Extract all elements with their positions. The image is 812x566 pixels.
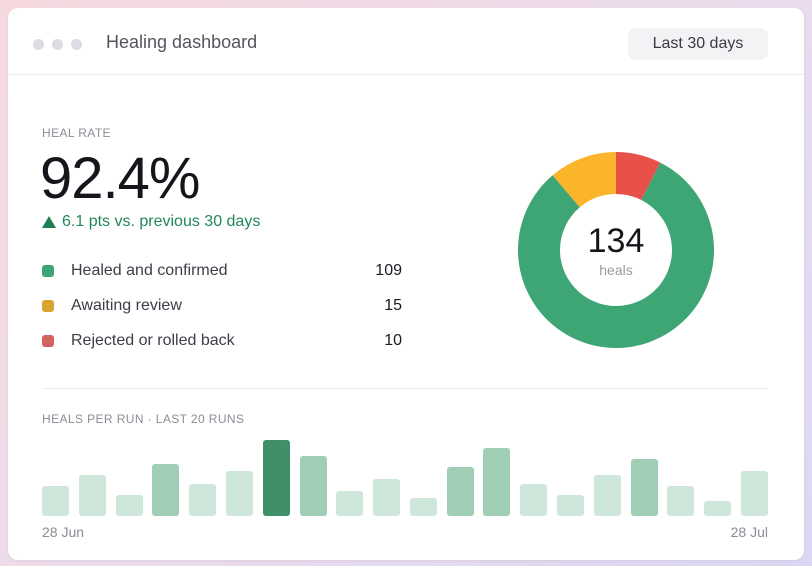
- run-bar[interactable]: [667, 486, 695, 516]
- donut-unit: heals: [599, 262, 633, 278]
- x-axis-end-label: 28 Jul: [730, 524, 768, 540]
- legend-count: 15: [384, 297, 402, 314]
- run-bar[interactable]: [593, 474, 621, 516]
- triangle-up-icon: [42, 216, 56, 228]
- run-bar[interactable]: [189, 484, 217, 516]
- legend-swatch-healed: [42, 265, 54, 277]
- heals-donut-chart: 134 heals: [516, 150, 716, 350]
- run-bar[interactable]: [42, 486, 69, 516]
- legend-swatch-rejected: [42, 335, 54, 347]
- legend-count: 10: [384, 332, 402, 349]
- runs-chart-title: HEALS PER RUN · LAST 20 RUNS: [42, 412, 245, 426]
- run-bar[interactable]: [704, 500, 732, 516]
- donut-segment-awaiting: [552, 152, 616, 208]
- legend-count: 109: [375, 262, 402, 279]
- run-bar[interactable]: [630, 459, 658, 516]
- legend-label: Rejected or rolled back: [71, 332, 235, 349]
- heal-rate-value: 92.4%: [40, 146, 200, 211]
- run-bar[interactable]: [336, 490, 364, 516]
- date-range-button[interactable]: Last 30 days: [628, 28, 768, 60]
- run-bar[interactable]: [483, 448, 511, 516]
- section-divider: [42, 388, 768, 389]
- heal-rate-delta-text: 6.1 pts vs. previous 30 days: [62, 213, 261, 230]
- legend-label: Awaiting review: [71, 297, 182, 314]
- run-bar[interactable]: [115, 494, 143, 516]
- run-bar[interactable]: [262, 440, 290, 516]
- donut-total: 134: [587, 222, 645, 260]
- dashboard-card: Healing dashboard Last 30 days HEAL RATE…: [8, 8, 804, 560]
- run-bar[interactable]: [78, 474, 106, 516]
- legend-row-rejected: Rejected or rolled back 10: [42, 330, 402, 365]
- run-bar[interactable]: [225, 471, 253, 516]
- x-axis-start-label: 28 Jun: [42, 524, 85, 540]
- run-bar[interactable]: [299, 455, 327, 516]
- legend-label: Healed and confirmed: [71, 262, 228, 279]
- run-bar[interactable]: [557, 494, 585, 516]
- window-dot-maximize[interactable]: [71, 39, 82, 50]
- window-dot-minimize[interactable]: [52, 39, 63, 50]
- window-controls: [33, 39, 82, 50]
- donut-svg: [518, 152, 714, 348]
- heal-rate-delta: 6.1 pts vs. previous 30 days: [42, 213, 260, 231]
- donut-segment-rejected: [616, 152, 661, 201]
- donut-center: 134 heals: [516, 150, 716, 350]
- run-bar[interactable]: [741, 471, 768, 516]
- runs-bar-chart: [42, 428, 768, 516]
- window-titlebar: Healing dashboard Last 30 days: [8, 8, 804, 75]
- run-bar[interactable]: [152, 463, 180, 516]
- run-bar[interactable]: [520, 484, 548, 516]
- run-bar[interactable]: [373, 478, 401, 516]
- legend-row-healed: Healed and confirmed 109: [42, 260, 402, 295]
- window-title: Healing dashboard: [106, 32, 258, 52]
- run-bar[interactable]: [409, 497, 437, 516]
- window-dot-close[interactable]: [33, 39, 44, 50]
- legend-row-awaiting: Awaiting review 15: [42, 295, 402, 330]
- run-bar[interactable]: [446, 466, 474, 516]
- status-legend: Healed and confirmed 109 Awaiting review…: [42, 260, 402, 365]
- donut-segment-healed: [518, 162, 714, 348]
- heal-rate-label: HEAL RATE: [42, 126, 111, 140]
- legend-swatch-awaiting: [42, 300, 54, 312]
